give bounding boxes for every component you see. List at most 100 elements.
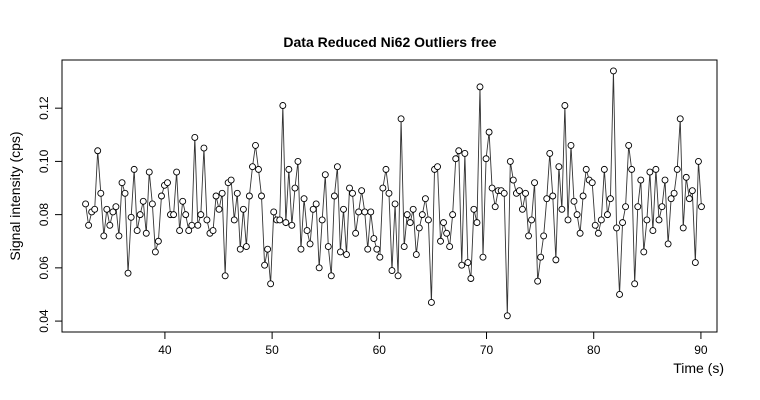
data-point — [606, 195, 614, 203]
data-point — [403, 211, 411, 219]
data-point — [555, 163, 563, 171]
data-point — [473, 219, 481, 227]
data-point — [91, 205, 99, 213]
data-point — [100, 232, 108, 240]
data-point — [637, 176, 645, 184]
data-point — [94, 147, 102, 155]
data-point — [142, 229, 150, 237]
y-tick-label: 0.08 — [37, 203, 51, 227]
data-point — [233, 189, 241, 197]
data-point — [209, 227, 217, 235]
data-point — [470, 205, 478, 213]
data-point — [230, 216, 238, 224]
data-point — [515, 187, 523, 195]
data-point — [570, 197, 578, 205]
data-point — [506, 157, 514, 165]
data-point — [336, 248, 344, 256]
data-point — [394, 272, 402, 280]
data-point — [258, 192, 265, 200]
data-point — [443, 229, 451, 237]
x-axis-label: Time (s) — [673, 360, 724, 376]
x-tick-label: 90 — [694, 343, 708, 357]
data-point — [679, 224, 687, 232]
data-point — [112, 203, 120, 211]
data-point — [655, 216, 663, 224]
data-point — [543, 195, 551, 203]
data-point — [415, 224, 423, 232]
data-point — [397, 115, 405, 123]
data-point — [549, 192, 557, 200]
data-point — [594, 229, 602, 237]
data-point — [503, 312, 511, 320]
data-point — [388, 267, 396, 274]
data-point — [267, 280, 275, 288]
y-axis-label: Signal intensity (cps) — [7, 131, 23, 260]
data-point — [194, 221, 202, 229]
data-point — [282, 219, 290, 227]
data-point — [685, 195, 693, 203]
data-point — [698, 203, 705, 211]
data-point — [124, 269, 132, 277]
y-tick-label: 0.12 — [37, 96, 51, 120]
data-point — [200, 144, 208, 152]
data-point — [373, 245, 381, 253]
x-tick-label: 40 — [158, 343, 172, 357]
data-point — [670, 189, 678, 197]
data-point — [418, 211, 426, 219]
data-point — [479, 253, 487, 261]
data-point — [652, 165, 660, 173]
data-point — [579, 192, 587, 200]
data-point — [609, 67, 617, 75]
data-point — [218, 189, 226, 197]
data-point — [145, 168, 153, 176]
data-point — [591, 221, 599, 229]
data-point — [582, 165, 590, 173]
data-point — [203, 216, 211, 224]
data-point — [343, 251, 350, 259]
data-point — [552, 256, 560, 264]
data-point — [358, 187, 366, 195]
data-point — [449, 211, 457, 219]
data-point — [379, 184, 387, 192]
data-point — [631, 280, 639, 288]
data-point — [400, 243, 408, 251]
data-point — [424, 216, 432, 224]
data-point — [455, 147, 463, 155]
data-point — [130, 165, 138, 173]
data-point — [646, 168, 654, 176]
data-point — [485, 128, 493, 136]
data-point — [364, 245, 372, 253]
data-point — [482, 155, 490, 163]
data-point — [452, 155, 460, 163]
data-point — [185, 227, 193, 235]
data-point — [176, 227, 184, 235]
data-point — [115, 232, 123, 240]
data-point — [154, 237, 162, 245]
data-point — [252, 141, 259, 149]
data-point — [488, 184, 496, 192]
data-point — [158, 192, 165, 200]
data-point — [227, 176, 235, 184]
data-point — [500, 189, 508, 197]
data-point — [333, 163, 341, 171]
data-point — [97, 189, 105, 197]
data-point — [82, 200, 90, 208]
data-point — [164, 179, 171, 187]
data-point — [288, 221, 296, 229]
data-point — [118, 179, 126, 187]
data-point — [324, 243, 332, 251]
data-point — [191, 133, 199, 141]
data-point — [179, 197, 187, 205]
data-point — [619, 219, 627, 227]
data-point — [688, 187, 696, 195]
data-point — [640, 248, 648, 256]
data-point — [613, 224, 621, 232]
data-point — [491, 203, 499, 211]
x-tick-label: 50 — [265, 343, 279, 357]
data-point — [391, 200, 399, 208]
y-tick-label: 0.04 — [37, 309, 51, 333]
data-point — [285, 165, 293, 173]
data-point — [406, 219, 414, 227]
data-point — [270, 208, 278, 216]
